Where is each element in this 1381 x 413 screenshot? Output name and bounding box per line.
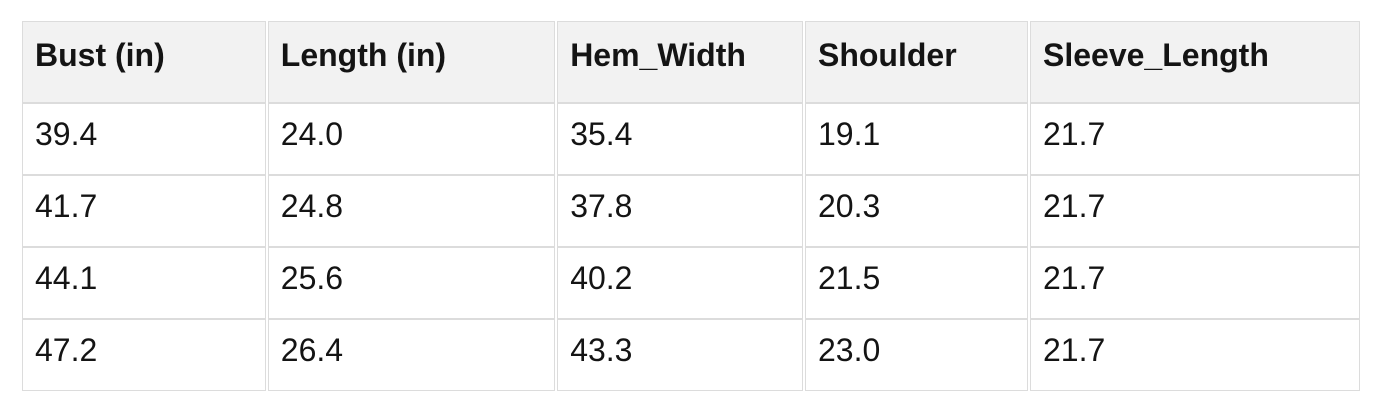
cell-hem-width: 35.4 (557, 103, 803, 175)
table-header: Bust (in) Length (in) Hem_Width Shoulder… (22, 21, 1360, 103)
cell-length: 24.8 (267, 175, 556, 247)
cell-shoulder: 20.3 (804, 175, 1028, 247)
cell-hem-width: 43.3 (557, 319, 803, 391)
cell-shoulder: 21.5 (804, 247, 1028, 319)
table-row: 41.7 24.8 37.8 20.3 21.7 (22, 175, 1360, 247)
column-header-sleeve-length: Sleeve_Length (1030, 21, 1360, 103)
cell-bust: 47.2 (22, 319, 266, 391)
cell-sleeve-length: 21.7 (1030, 103, 1360, 175)
measurement-table: Bust (in) Length (in) Hem_Width Shoulder… (20, 21, 1362, 391)
column-header-hem-width: Hem_Width (557, 21, 803, 103)
cell-shoulder: 23.0 (804, 319, 1028, 391)
table-row: 44.1 25.6 40.2 21.5 21.7 (22, 247, 1360, 319)
header-row: Bust (in) Length (in) Hem_Width Shoulder… (22, 21, 1360, 103)
cell-hem-width: 37.8 (557, 175, 803, 247)
cell-shoulder: 19.1 (804, 103, 1028, 175)
cell-bust: 41.7 (22, 175, 266, 247)
cell-sleeve-length: 21.7 (1030, 319, 1360, 391)
cell-sleeve-length: 21.7 (1030, 247, 1360, 319)
cell-length: 26.4 (267, 319, 556, 391)
cell-bust: 44.1 (22, 247, 266, 319)
cell-length: 24.0 (267, 103, 556, 175)
cell-hem-width: 40.2 (557, 247, 803, 319)
column-header-bust: Bust (in) (22, 21, 266, 103)
column-header-shoulder: Shoulder (804, 21, 1028, 103)
column-header-length: Length (in) (267, 21, 556, 103)
table-body: 39.4 24.0 35.4 19.1 21.7 41.7 24.8 37.8 … (22, 103, 1360, 391)
cell-bust: 39.4 (22, 103, 266, 175)
table-row: 47.2 26.4 43.3 23.0 21.7 (22, 319, 1360, 391)
table-row: 39.4 24.0 35.4 19.1 21.7 (22, 103, 1360, 175)
cell-sleeve-length: 21.7 (1030, 175, 1360, 247)
cell-length: 25.6 (267, 247, 556, 319)
